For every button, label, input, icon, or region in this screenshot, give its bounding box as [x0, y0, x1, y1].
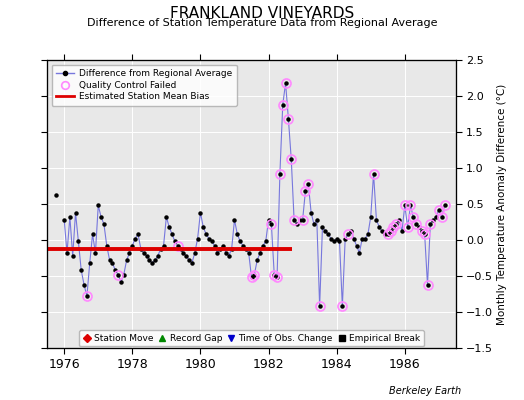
Text: Difference of Station Temperature Data from Regional Average: Difference of Station Temperature Data f…: [87, 18, 437, 28]
Text: FRANKLAND VINEYARDS: FRANKLAND VINEYARDS: [170, 6, 354, 21]
Text: Berkeley Earth: Berkeley Earth: [389, 386, 461, 396]
Legend: Station Move, Record Gap, Time of Obs. Change, Empirical Break: Station Move, Record Gap, Time of Obs. C…: [79, 330, 424, 346]
Y-axis label: Monthly Temperature Anomaly Difference (°C): Monthly Temperature Anomaly Difference (…: [497, 83, 507, 325]
